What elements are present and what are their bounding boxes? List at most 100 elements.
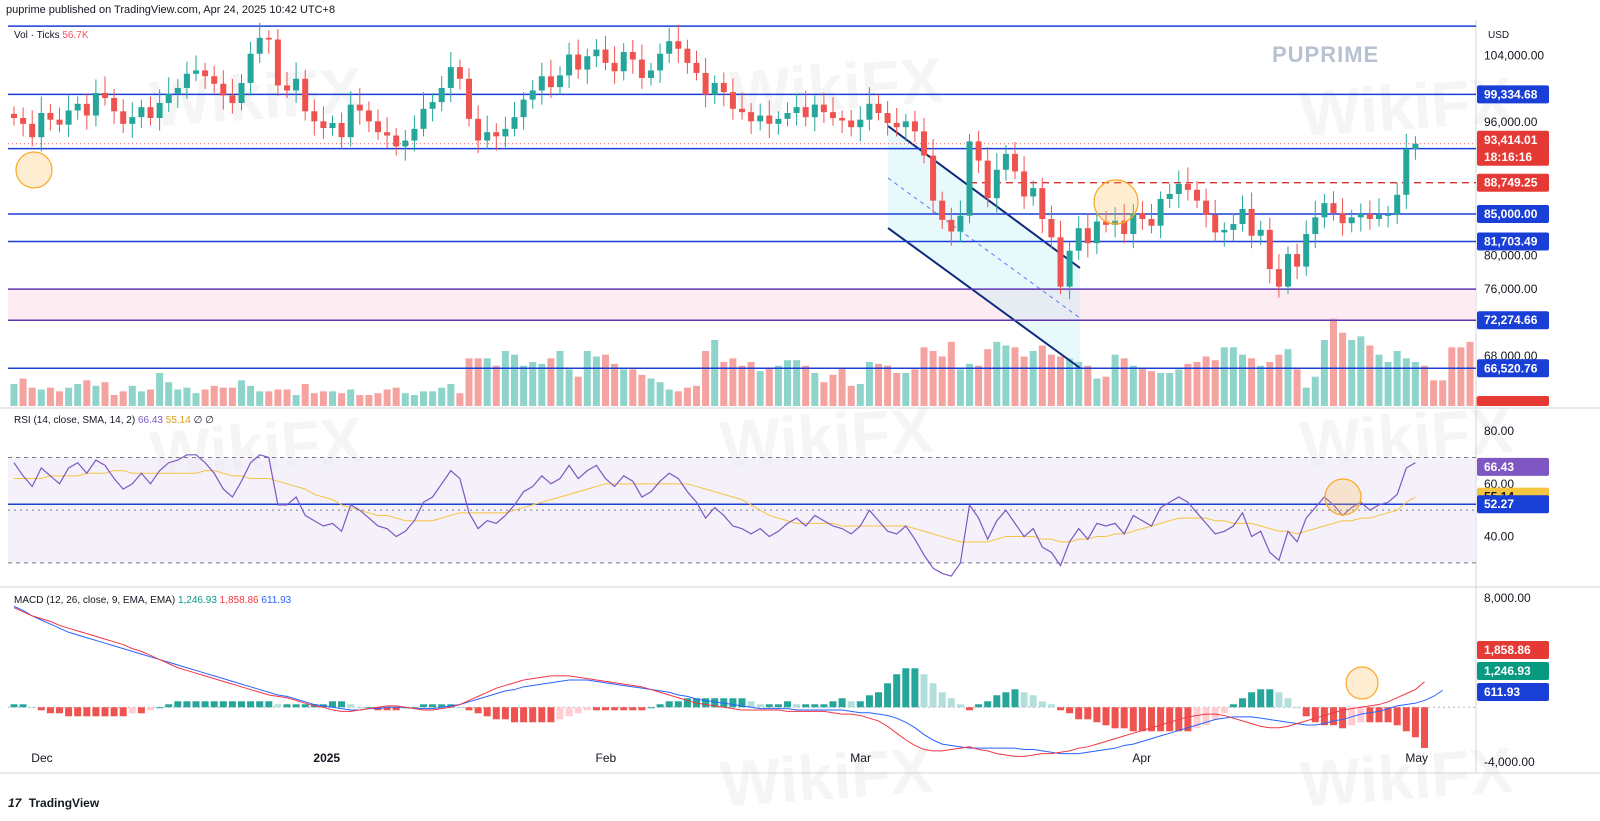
volume-label: Vol · Ticks	[14, 30, 60, 41]
candle-body	[29, 123, 36, 138]
macd-histogram-bar	[228, 701, 236, 708]
candle-body	[1239, 208, 1246, 225]
volume-bar	[147, 389, 154, 406]
volume-bar	[429, 391, 437, 406]
macd-histogram-bar	[1120, 707, 1128, 729]
time-axis-tick: Feb	[596, 751, 617, 765]
macd-histogram-bar	[1102, 707, 1110, 726]
candle-body	[274, 39, 281, 86]
candle-body	[511, 117, 518, 129]
volume-bar	[838, 367, 846, 406]
candle-body	[620, 52, 627, 72]
volume-bar	[46, 387, 54, 406]
macd-histogram-bar	[1348, 707, 1356, 726]
macd-histogram-bar	[929, 683, 937, 708]
last-price-badge-bg	[1477, 130, 1549, 149]
macd-histogram-bar	[602, 707, 609, 711]
candle-body	[1075, 228, 1082, 251]
candle-body	[1257, 229, 1264, 236]
macd-histogram-bar	[583, 707, 591, 711]
volume-bar	[938, 356, 946, 406]
macd-histogram-bar	[966, 707, 973, 711]
candle-body	[1066, 250, 1073, 287]
level-badge: 81,703.49	[1484, 235, 1538, 249]
macd-histogram-bar	[1330, 707, 1337, 726]
volume-bar	[1402, 358, 1410, 406]
rsi-line	[13, 454, 1416, 577]
volume-bar	[447, 384, 455, 406]
macd-histogram-bar	[219, 701, 227, 708]
signal-line	[13, 607, 1425, 757]
volume-bar	[1066, 358, 1074, 406]
volume-bar	[784, 360, 791, 406]
highlight-circle	[1093, 179, 1139, 225]
candle-body	[538, 76, 545, 91]
time-axis-tick: Dec	[31, 751, 52, 765]
candle-body	[638, 59, 645, 78]
volume-bar	[1293, 369, 1301, 406]
volume-bar	[1057, 356, 1064, 406]
volume-bar	[56, 391, 63, 406]
macd-histogram-bar	[756, 704, 764, 708]
level-badge-bg	[1477, 232, 1549, 251]
candle-body	[1303, 234, 1310, 267]
macd-histogram-bar	[984, 701, 992, 708]
volume-bar	[756, 371, 764, 406]
macd-histogram-bar	[1002, 692, 1010, 708]
macd-histogram-bar	[46, 707, 54, 714]
candle-body	[156, 102, 163, 118]
macd-histogram-bar	[893, 674, 901, 708]
macd-histogram-bar	[56, 707, 63, 714]
volume-bar	[192, 393, 200, 406]
volume-bar	[1411, 362, 1419, 406]
macd-histogram-bar	[1320, 707, 1328, 726]
level-badge-bg	[1477, 359, 1549, 378]
macd-histogram-bar	[19, 704, 27, 708]
tradingview-logo[interactable]: 17 TradingView	[8, 796, 99, 810]
candle-body	[211, 76, 218, 84]
candle-body	[265, 37, 272, 40]
volume-bar	[420, 391, 427, 406]
macd-histogram-bar	[738, 698, 746, 708]
price-axis-tick: 96,000.00	[1484, 115, 1538, 129]
candle-body	[866, 103, 873, 120]
price-axis-tick: 76,000.00	[1484, 282, 1538, 296]
macd-histogram-bar	[838, 698, 846, 708]
macd-histogram-bar	[793, 704, 801, 708]
macd-histogram-bar	[165, 704, 173, 708]
volume-bar	[1102, 376, 1110, 406]
candle-body	[484, 132, 491, 141]
volume-bar	[984, 349, 992, 406]
volume-bar	[1302, 387, 1310, 406]
rsi-badge-bg	[1477, 457, 1549, 476]
volume-legend: Vol · Ticks 56.7K	[14, 30, 89, 41]
candle-body	[1266, 229, 1273, 270]
volume-bar	[856, 384, 864, 406]
brand-logo: PUPRIME	[1272, 42, 1380, 67]
candle-body	[347, 104, 354, 138]
volume-bar	[820, 382, 828, 406]
macd-histogram-bar	[829, 701, 837, 708]
macd-histogram-bar	[784, 701, 791, 708]
macd-axis-tick: 8,000.00	[1484, 591, 1531, 605]
macd-histogram-bar	[420, 704, 427, 708]
candle-body	[657, 53, 664, 71]
volume-bar	[702, 351, 710, 406]
level-badge: 72,274.66	[1484, 313, 1538, 327]
candle-body	[429, 102, 436, 109]
tradingview-icon: 17	[8, 796, 22, 810]
volume-bar	[37, 389, 45, 406]
volume-bar	[893, 373, 901, 406]
candle-body	[757, 115, 764, 122]
volume-bar	[966, 363, 973, 406]
macd-histogram-bar	[465, 707, 473, 711]
macd-histogram-bar	[410, 707, 418, 709]
candle-body	[165, 93, 172, 103]
candle-body	[384, 132, 391, 136]
macd-histogram-bar	[702, 698, 710, 708]
volume-bar	[1339, 332, 1347, 406]
candle-body	[884, 112, 891, 124]
volume-bar	[1330, 318, 1337, 406]
